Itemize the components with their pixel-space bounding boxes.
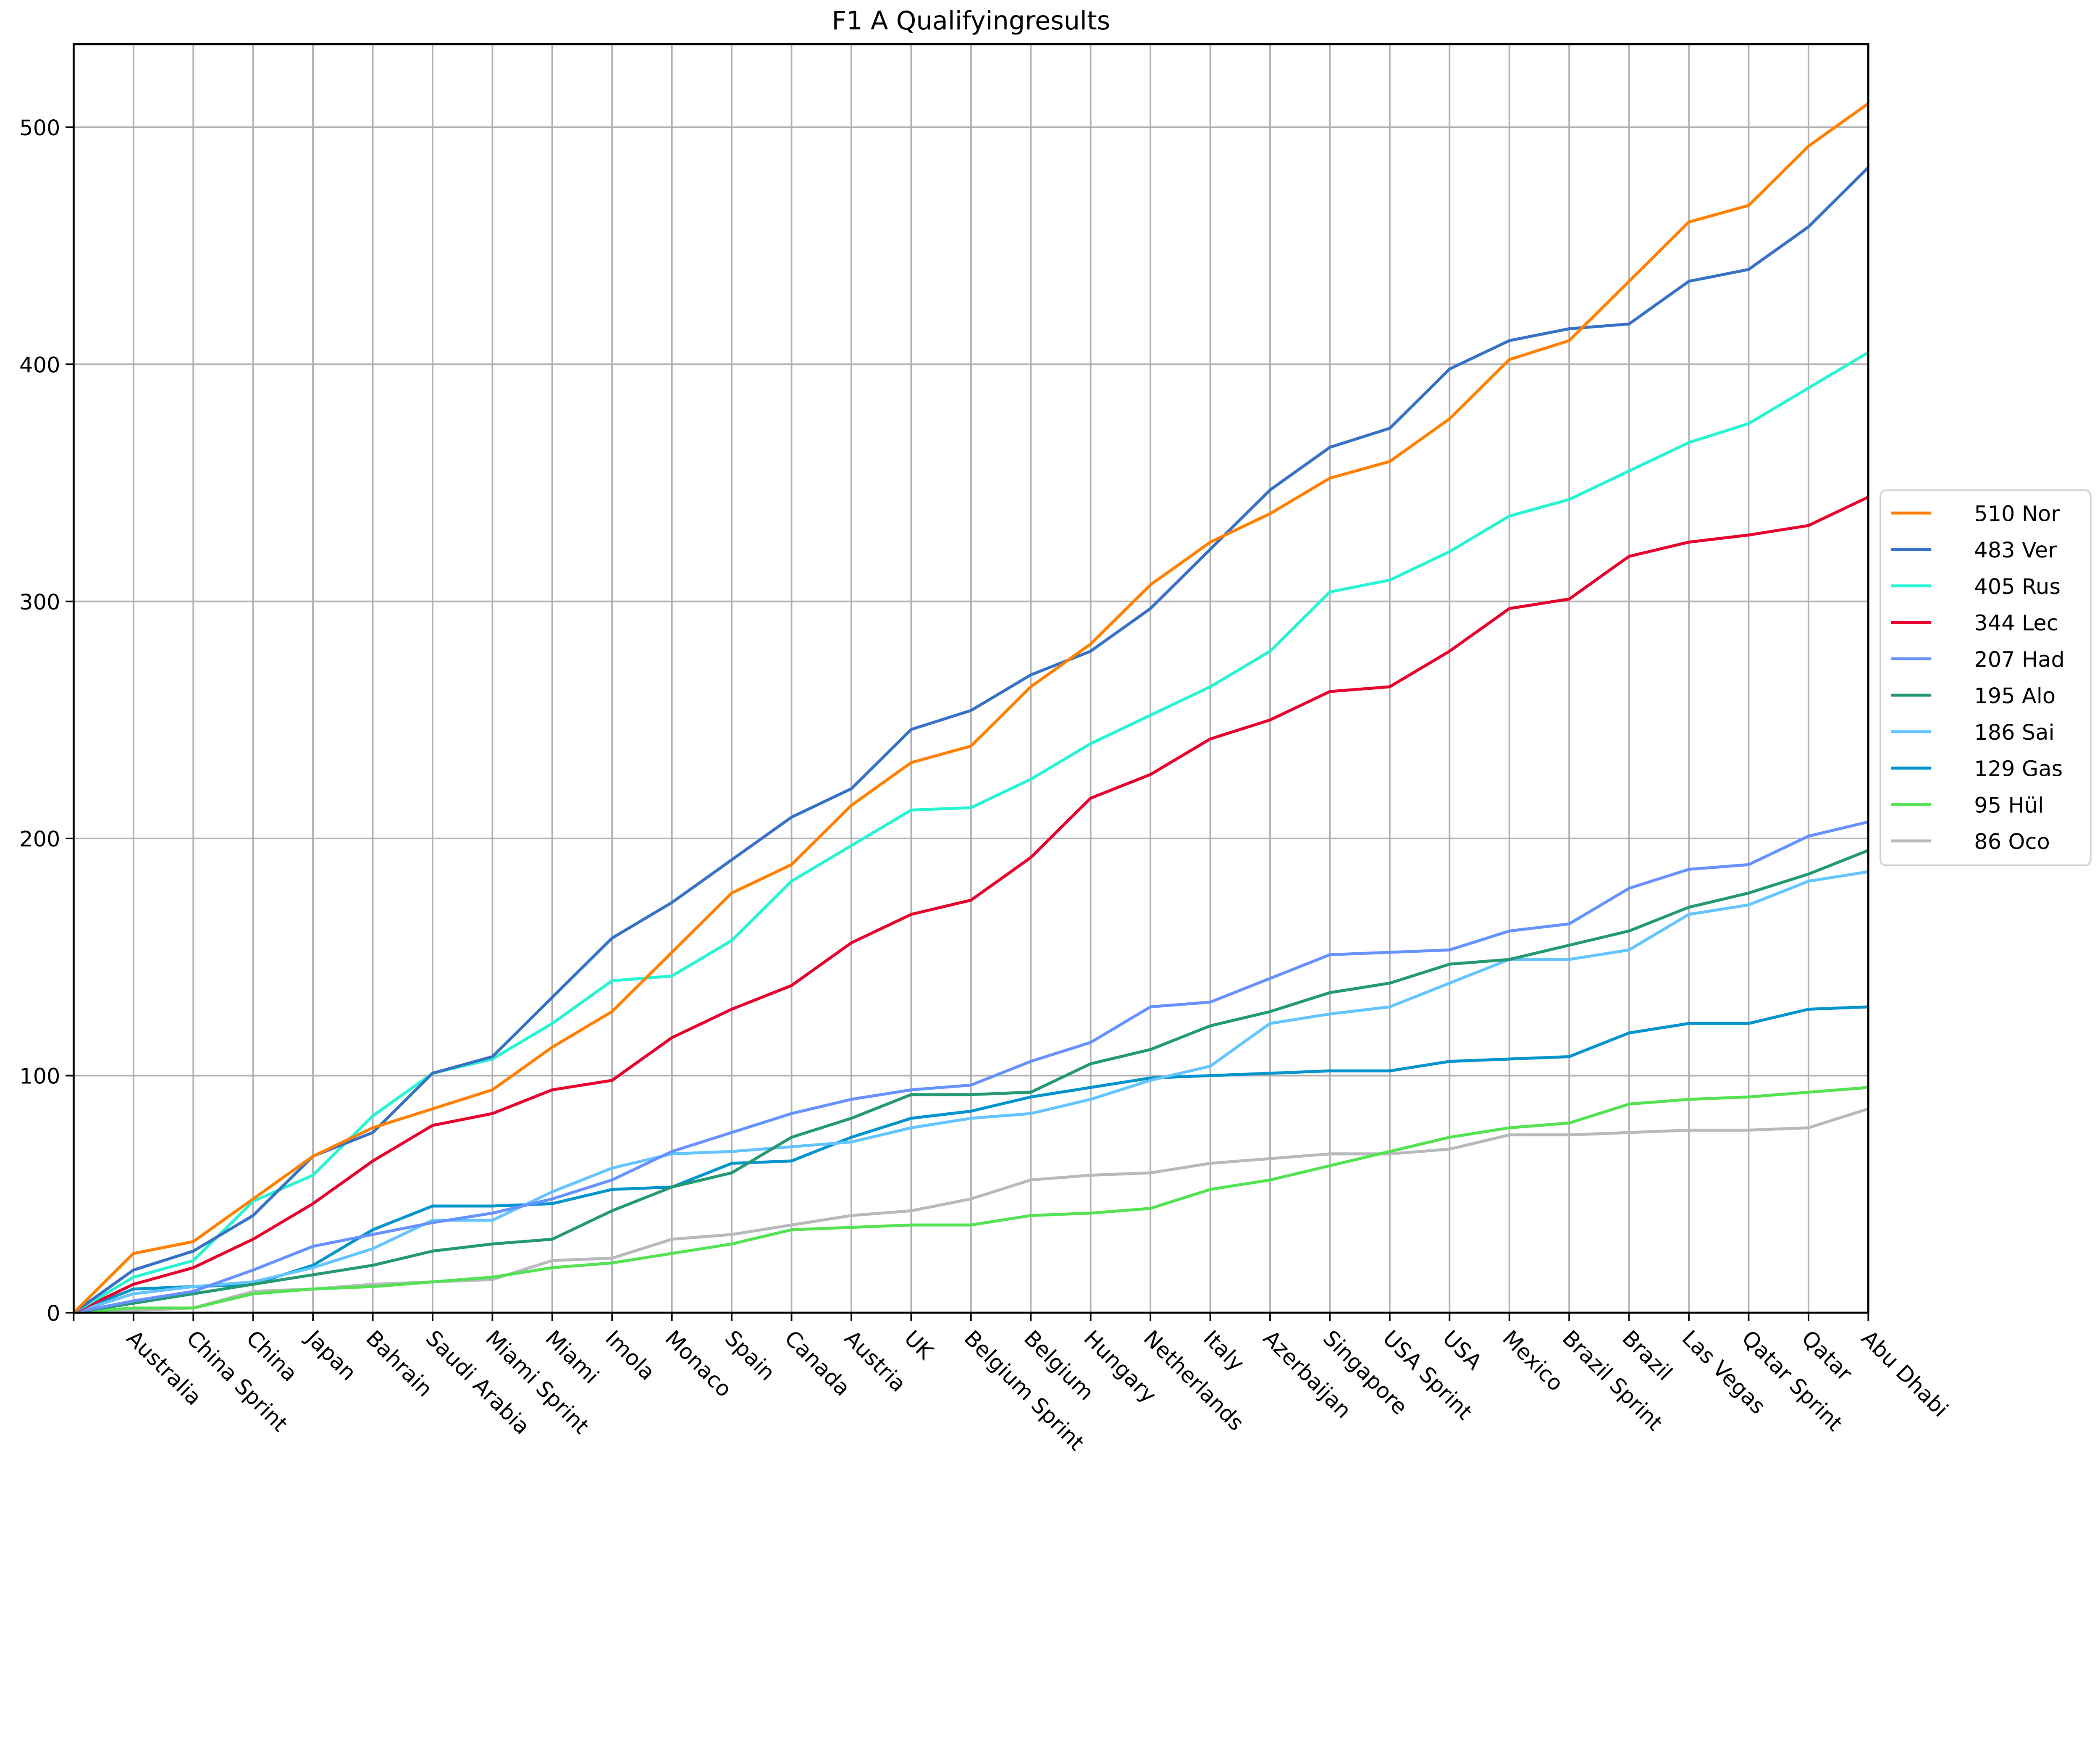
y-tick-label: 300 — [19, 590, 60, 615]
x-tick-label: Italy — [1198, 1326, 1249, 1376]
y-tick-label: 0 — [47, 1301, 60, 1326]
x-tick-label: Canada — [780, 1326, 855, 1401]
legend-label: 344 Lec — [1974, 611, 2058, 636]
series-line — [73, 351, 1869, 1314]
x-tick-label: Abu Dhabi — [1856, 1326, 1953, 1422]
y-tick-label: 500 — [19, 116, 60, 141]
series-line — [72, 102, 1869, 1314]
x-tick-label: Mexico — [1497, 1326, 1568, 1396]
grid — [74, 44, 1869, 1313]
legend-label: 195 Alo — [1974, 684, 2055, 709]
series-line — [73, 166, 1869, 1314]
series-line — [73, 870, 1869, 1314]
series-line — [74, 1086, 1869, 1314]
legend: 510 Nor 483 Ver 405 Rus 344 Lec 207 Had 195 A… — [1880, 489, 2092, 866]
x-tick-label: USA — [1438, 1326, 1486, 1374]
series-line — [73, 820, 1869, 1314]
x-tick-label: Miami Sprint — [480, 1326, 593, 1439]
x-tick-label: Bahrain — [361, 1326, 437, 1402]
x-tick-label: UK — [899, 1326, 938, 1365]
legend-label: 510 Nor — [1974, 502, 2060, 526]
chart-title: F1 A Qualifyingresults — [832, 6, 1110, 36]
legend-frame — [1880, 489, 2092, 866]
x-tick-label: Imola — [600, 1326, 660, 1385]
series-line — [73, 496, 1869, 1314]
legend-label: 86 Oco — [1974, 830, 2050, 854]
legend-label: 95 Hül — [1974, 793, 2044, 818]
legend-label: 186 Sai — [1974, 720, 2054, 745]
x-tick-label: Saudi Arabia — [421, 1326, 535, 1440]
legend-label: 483 Ver — [1974, 538, 2057, 563]
legend-label: 405 Rus — [1974, 575, 2061, 599]
legend-label: 207 Had — [1974, 647, 2065, 672]
series-line — [74, 1107, 1869, 1314]
series-line — [73, 849, 1869, 1314]
y-tick-label: 100 — [19, 1064, 60, 1089]
legend-label: 129 Gas — [1974, 757, 2063, 782]
series-line — [73, 1005, 1869, 1314]
y-tick-label: 200 — [19, 827, 60, 852]
y-axis: 0 100 200 300 400 500 — [19, 116, 74, 1326]
x-tick-label: Monaco — [660, 1326, 736, 1402]
x-tick-label: Japan — [300, 1325, 361, 1385]
y-tick-label: 400 — [19, 353, 60, 378]
series-lines — [72, 102, 1869, 1314]
